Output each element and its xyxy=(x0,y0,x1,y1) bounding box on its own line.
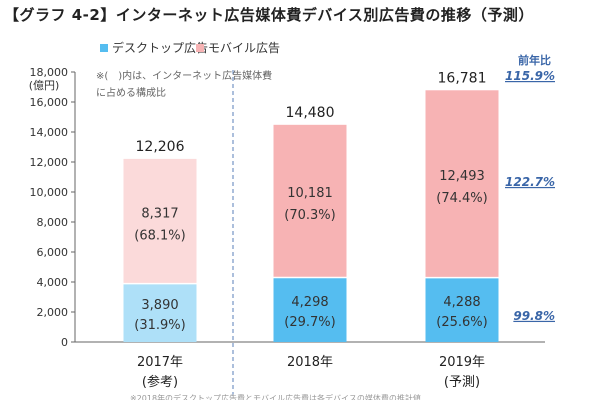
mobile-value-label: 10,181 xyxy=(287,186,333,201)
bar-mobile xyxy=(123,158,197,284)
legend-label-desktop: デスクトップ広告 xyxy=(112,40,208,55)
legend-swatch-desktop xyxy=(100,44,108,52)
yoy-value: 115.9% xyxy=(505,69,555,83)
y-tick-label: 14,000 xyxy=(30,126,69,139)
legend-swatch-mobile xyxy=(196,44,204,52)
desktop-share-label: (29.7%) xyxy=(284,315,335,330)
y-tick-label: 18,000 xyxy=(30,66,69,79)
yoy-value: 99.8% xyxy=(513,309,555,323)
total-value-label: 14,480 xyxy=(286,105,335,121)
bar-desktop xyxy=(425,277,499,342)
desktop-value-label: 4,298 xyxy=(291,295,328,310)
total-value-label: 16,781 xyxy=(438,70,487,86)
composition-note: に占める構成比 xyxy=(96,86,166,99)
chart-title: 【グラフ 4-2】インターネット広告媒体費デバイス別広告費の推移（予測） xyxy=(4,6,534,24)
y-unit-label: (億円) xyxy=(29,79,60,92)
category-sublabel: (参考) xyxy=(142,374,178,390)
y-tick-label: 8,000 xyxy=(37,216,69,229)
bar-desktop xyxy=(273,277,347,342)
category-label: 2017年 xyxy=(137,355,183,370)
footnote: ※2018年のデスクトップ広告費とモバイル広告費は各デバイスの媒体費の推計値 xyxy=(130,393,421,400)
y-tick-label: 0 xyxy=(61,336,68,349)
y-tick-label: 12,000 xyxy=(30,156,69,169)
mobile-share-label: (74.4%) xyxy=(436,191,487,206)
desktop-share-label: (31.9%) xyxy=(134,318,185,333)
mobile-share-label: (70.3%) xyxy=(284,208,335,223)
desktop-value-label: 4,288 xyxy=(443,295,480,310)
legend-label-mobile: モバイル広告 xyxy=(208,41,280,55)
mobile-share-label: (68.1%) xyxy=(134,228,185,243)
y-tick-label: 6,000 xyxy=(37,246,69,259)
total-value-label: 12,206 xyxy=(136,139,185,155)
composition-note: ※( )内は、インターネット広告媒体費 xyxy=(96,69,272,82)
desktop-share-label: (25.6%) xyxy=(436,315,487,330)
y-tick-label: 10,000 xyxy=(30,186,69,199)
bar-mobile xyxy=(425,90,499,278)
y-tick-label: 4,000 xyxy=(37,276,69,289)
y-tick-label: 2,000 xyxy=(37,306,69,319)
category-label: 2019年 xyxy=(439,355,485,370)
bar-mobile xyxy=(273,124,347,278)
mobile-value-label: 8,317 xyxy=(141,206,178,221)
category-label: 2018年 xyxy=(287,355,333,370)
bar-desktop xyxy=(123,283,197,342)
yoy-title: 前年比 xyxy=(518,53,551,67)
yoy-value: 122.7% xyxy=(505,175,555,189)
y-tick-label: 16,000 xyxy=(30,96,69,109)
desktop-value-label: 3,890 xyxy=(141,298,178,313)
mobile-value-label: 12,493 xyxy=(439,169,485,184)
category-sublabel: (予測) xyxy=(444,375,480,390)
